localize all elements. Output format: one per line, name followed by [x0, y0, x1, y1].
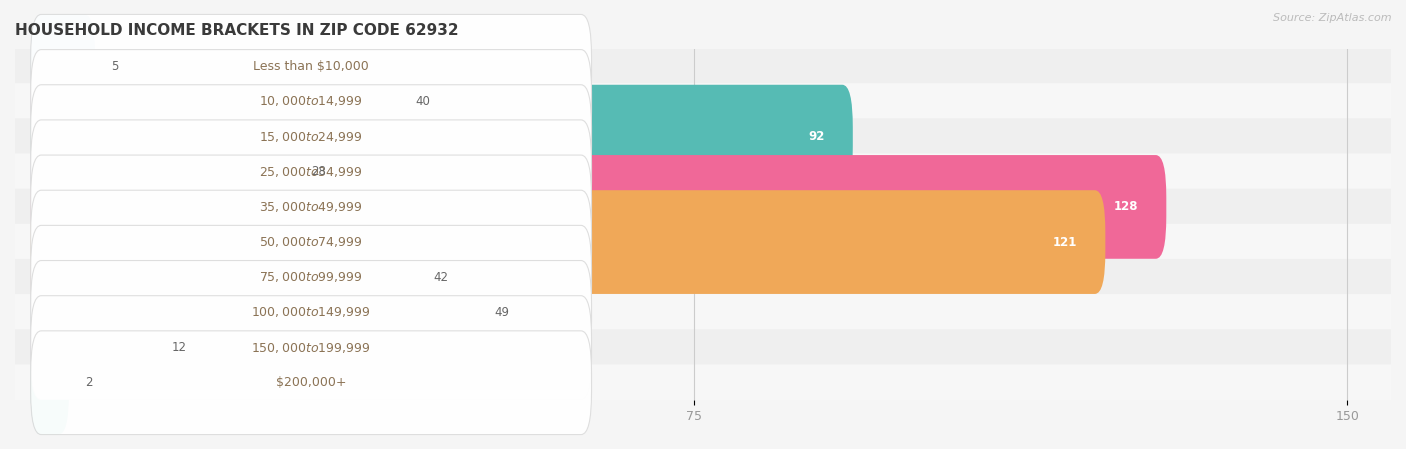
Text: $75,000 to $99,999: $75,000 to $99,999: [259, 270, 363, 284]
Text: $35,000 to $49,999: $35,000 to $49,999: [259, 200, 363, 214]
Text: $100,000 to $149,999: $100,000 to $149,999: [252, 305, 371, 319]
FancyBboxPatch shape: [15, 294, 1391, 330]
Text: $150,000 to $199,999: $150,000 to $199,999: [252, 340, 371, 355]
Text: HOUSEHOLD INCOME BRACKETS IN ZIP CODE 62932: HOUSEHOLD INCOME BRACKETS IN ZIP CODE 62…: [15, 23, 458, 38]
FancyBboxPatch shape: [31, 331, 69, 435]
FancyBboxPatch shape: [31, 190, 1105, 294]
FancyBboxPatch shape: [15, 83, 1391, 120]
FancyBboxPatch shape: [31, 331, 592, 435]
Text: $25,000 to $34,999: $25,000 to $34,999: [259, 165, 363, 179]
FancyBboxPatch shape: [31, 49, 399, 153]
FancyBboxPatch shape: [31, 296, 592, 400]
FancyBboxPatch shape: [31, 260, 592, 364]
Text: Less than $10,000: Less than $10,000: [253, 60, 368, 73]
FancyBboxPatch shape: [31, 14, 96, 118]
FancyBboxPatch shape: [31, 190, 592, 294]
Text: 121: 121: [1053, 236, 1077, 249]
Text: 42: 42: [433, 271, 449, 284]
FancyBboxPatch shape: [31, 85, 592, 189]
Text: 40: 40: [416, 95, 430, 108]
FancyBboxPatch shape: [31, 296, 156, 400]
Text: 49: 49: [494, 306, 509, 319]
Text: 12: 12: [172, 341, 187, 354]
FancyBboxPatch shape: [31, 225, 592, 329]
FancyBboxPatch shape: [31, 120, 592, 224]
FancyBboxPatch shape: [31, 225, 418, 329]
FancyBboxPatch shape: [15, 224, 1391, 260]
FancyBboxPatch shape: [31, 14, 592, 118]
FancyBboxPatch shape: [15, 259, 1391, 295]
Text: 128: 128: [1114, 200, 1139, 213]
Text: 2: 2: [84, 376, 93, 389]
Text: $50,000 to $74,999: $50,000 to $74,999: [259, 235, 363, 249]
Text: Source: ZipAtlas.com: Source: ZipAtlas.com: [1274, 13, 1392, 23]
FancyBboxPatch shape: [15, 119, 1391, 155]
FancyBboxPatch shape: [31, 155, 592, 259]
Text: 28: 28: [311, 165, 326, 178]
FancyBboxPatch shape: [31, 260, 478, 364]
FancyBboxPatch shape: [31, 85, 853, 189]
FancyBboxPatch shape: [31, 155, 1167, 259]
FancyBboxPatch shape: [15, 189, 1391, 225]
FancyBboxPatch shape: [15, 329, 1391, 366]
FancyBboxPatch shape: [15, 154, 1391, 190]
FancyBboxPatch shape: [31, 49, 592, 153]
Text: $200,000+: $200,000+: [276, 376, 346, 389]
Text: $15,000 to $24,999: $15,000 to $24,999: [259, 130, 363, 144]
Text: 92: 92: [808, 130, 825, 143]
FancyBboxPatch shape: [31, 120, 295, 224]
Text: 5: 5: [111, 60, 118, 73]
Text: $10,000 to $14,999: $10,000 to $14,999: [259, 94, 363, 109]
FancyBboxPatch shape: [15, 365, 1391, 401]
FancyBboxPatch shape: [15, 48, 1391, 84]
